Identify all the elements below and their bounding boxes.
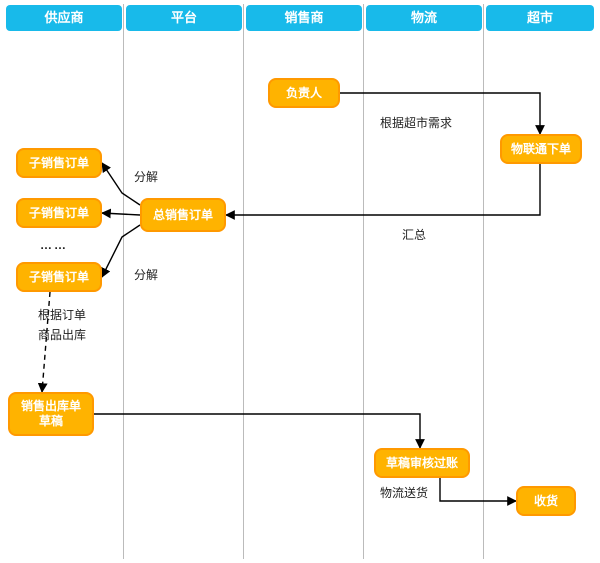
node-sub2: 子销售订单 <box>16 198 102 228</box>
edge-draft-to-audit <box>94 414 420 448</box>
edge-label-split2: 分解 <box>134 266 158 283</box>
node-receive: 收货 <box>516 486 576 516</box>
edge-label-by_order1: 根据订单 <box>38 306 86 323</box>
node-audit: 草稿审核过账 <box>374 448 470 478</box>
edge-label-ship: 物流送货 <box>380 484 428 501</box>
node-sub1: 子销售订单 <box>16 148 102 178</box>
edge-wl-to-total <box>226 164 540 215</box>
node-wl_order: 物联通下单 <box>500 134 582 164</box>
edge-label-split1: 分解 <box>134 168 158 185</box>
ellipsis: …… <box>40 238 68 252</box>
swimlane-diagram: 供应商平台销售商物流超市负责人物联通下单总销售订单子销售订单子销售订单子销售订单… <box>0 0 600 563</box>
edge-label-by_demand: 根据超市需求 <box>380 114 452 131</box>
edge-label-summary: 汇总 <box>402 226 426 243</box>
node-sub3: 子销售订单 <box>16 262 102 292</box>
edge-label-by_order2: 商品出库 <box>38 326 86 343</box>
edge-audit-to-recv <box>440 478 516 501</box>
node-total_order: 总销售订单 <box>140 198 226 232</box>
edge-total-to-sub2 <box>102 213 140 215</box>
node-out_draft: 销售出库单草稿 <box>8 392 94 436</box>
node-owner: 负责人 <box>268 78 340 108</box>
